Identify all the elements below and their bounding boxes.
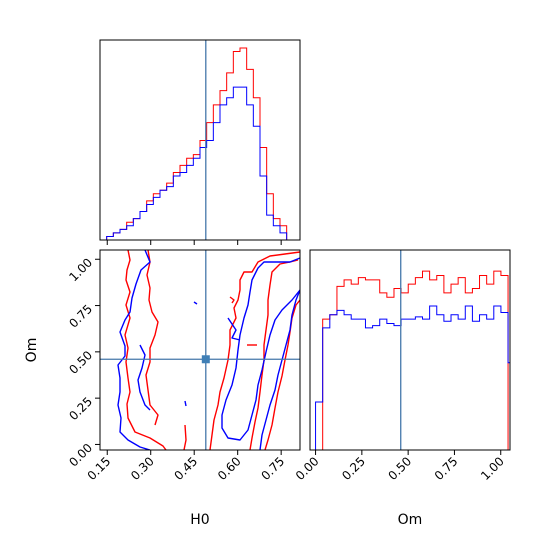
contour-blue-left-inner bbox=[137, 344, 151, 411]
contour-red-small-2 bbox=[229, 296, 235, 304]
contour-red-right-inner bbox=[249, 259, 299, 450]
h0-x-tick-label: 0.30 bbox=[128, 454, 157, 483]
contour-blue-small-1 bbox=[193, 301, 198, 305]
y-axis-label-om: Om bbox=[24, 338, 40, 363]
om-y-tick-label: 0.00 bbox=[66, 441, 95, 470]
hist-om-red bbox=[315, 270, 510, 450]
contour-red-small-3 bbox=[183, 424, 187, 450]
truth-marker bbox=[201, 355, 210, 364]
contour-blue-small-2 bbox=[184, 400, 187, 407]
hist-h0-blue bbox=[100, 86, 300, 240]
x-axis-label-h0: H0 bbox=[190, 512, 209, 528]
om-x-tick-label: 0.75 bbox=[432, 454, 461, 483]
om-x-tick-label: 0.25 bbox=[339, 454, 368, 483]
hist-h0-panel bbox=[99, 39, 301, 245]
h0-x-tick-label: 0.60 bbox=[215, 454, 244, 483]
contour-blue-wiggle bbox=[227, 317, 241, 341]
contour-red-left-inner bbox=[145, 250, 159, 426]
contour-blue-right-inner bbox=[259, 289, 300, 450]
hist-h0-red bbox=[100, 47, 300, 240]
hist-om-frame bbox=[309, 249, 511, 451]
contour-blue-right-outer bbox=[221, 257, 300, 441]
contour-red-left-outer bbox=[124, 250, 167, 450]
contour-red bbox=[124, 250, 300, 450]
om-y-tick-label: 1.00 bbox=[66, 255, 95, 284]
contour-panel-frame bbox=[99, 249, 301, 451]
om-x-tick-label: 1.00 bbox=[478, 454, 507, 483]
contour-blue-left-outer bbox=[117, 250, 151, 450]
om-y-tick-label: 0.75 bbox=[66, 302, 95, 331]
x-axis-label-om: Om bbox=[398, 512, 423, 528]
om-x-tick-label: 0.50 bbox=[385, 454, 414, 483]
contour-panel: 0.15 0.30 0.45 0.60 0.75 0.00 0.25 0.50 0.75 1.00 bbox=[66, 249, 301, 483]
om-y-tick-label: 0.50 bbox=[66, 348, 95, 377]
hist-om-blue bbox=[315, 305, 510, 450]
hist-om-panel: 0.00 0.25 0.50 0.75 1.00 bbox=[293, 249, 511, 483]
hist-h0-frame bbox=[99, 39, 301, 241]
contour-red-right-outer bbox=[209, 251, 300, 450]
contour-red-mid bbox=[264, 299, 300, 450]
h0-x-tick-label: 0.15 bbox=[85, 454, 114, 483]
h0-x-tick-label: 0.45 bbox=[172, 454, 201, 483]
om-x-tick-label: 0.00 bbox=[293, 454, 322, 483]
contour-blue bbox=[117, 250, 300, 450]
h0-x-tick-label: 0.75 bbox=[258, 454, 287, 483]
om-y-tick-label: 0.25 bbox=[66, 394, 95, 423]
